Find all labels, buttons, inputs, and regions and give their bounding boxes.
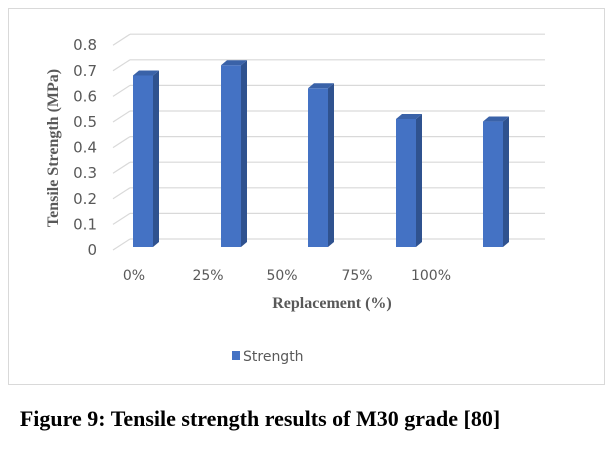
x-axis-title: Replacement (%)	[272, 295, 392, 312]
x-tick-label: 0%	[123, 268, 145, 284]
bar-top	[133, 70, 159, 76]
bar-front	[308, 88, 328, 247]
gridline-side	[112, 238, 131, 251]
bar-side	[416, 114, 422, 247]
gridline-side	[112, 33, 131, 46]
x-tick-label: 100%	[411, 268, 451, 284]
bar-front	[396, 119, 416, 247]
gridline-side	[112, 212, 131, 225]
bar-top	[396, 114, 422, 119]
bar-top	[483, 116, 509, 122]
y-tick-label: 0.6	[73, 87, 97, 105]
x-tick-label: 50%	[266, 268, 297, 284]
gridline-side	[112, 187, 131, 200]
gridline-side	[112, 84, 131, 97]
y-tick-label: 0.8	[73, 36, 97, 54]
legend-swatch	[232, 351, 240, 360]
bar-side	[153, 70, 159, 247]
bar-top	[221, 60, 247, 66]
y-tick-label: 0.2	[73, 190, 97, 208]
bar-side	[328, 83, 334, 247]
gridline-side	[112, 110, 131, 123]
bar-top	[308, 83, 334, 89]
y-tick-label: 0.1	[73, 215, 97, 233]
x-tick-label: 75%	[341, 268, 372, 284]
gridline-side	[112, 161, 131, 174]
y-tick-label: 0.5	[73, 113, 97, 131]
y-tick-label: 0.4	[73, 139, 97, 157]
y-tick-label: 0.3	[73, 164, 97, 182]
bar-front	[483, 121, 503, 247]
legend-label: Strength	[243, 349, 304, 365]
bar-side	[503, 116, 509, 247]
y-axis-title: Tensile Strength (MPa)	[45, 69, 62, 227]
bar-front	[221, 65, 241, 248]
bar-side	[241, 60, 247, 247]
bar-front	[133, 75, 153, 247]
gridline-side	[112, 59, 131, 72]
y-tick-label: 0	[87, 241, 97, 259]
gridline-side	[112, 136, 131, 149]
x-tick-label: 25%	[192, 268, 223, 284]
chart-frame	[8, 8, 605, 385]
bar-chart: 0 0.1 0.2 0.3 0.4 0.5 0.6 0.7 0.8 0% 25% 50% 75% 100%…	[45, 33, 545, 365]
figure-caption: Figure 9: Tensile strength results of M3…	[19, 406, 501, 431]
y-tick-label: 0.7	[73, 62, 97, 80]
